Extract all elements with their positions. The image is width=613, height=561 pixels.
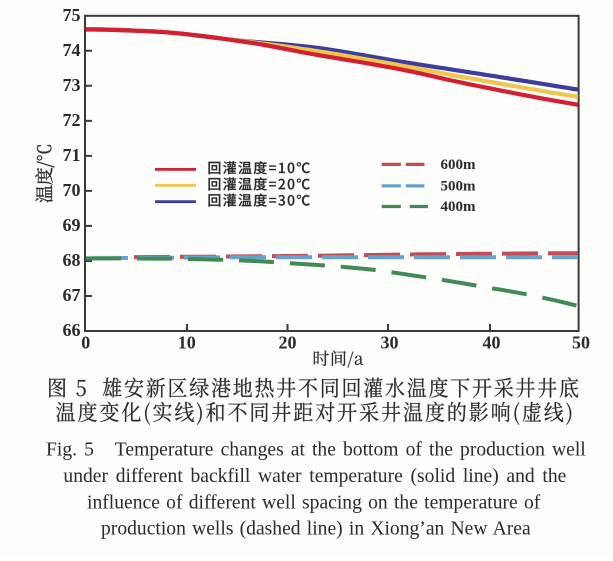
svg-text:influence of different well sp: influence of different well spacing on t… bbox=[87, 492, 541, 513]
svg-text:40: 40 bbox=[483, 333, 501, 353]
svg-text:68: 68 bbox=[63, 250, 81, 270]
svg-text:50: 50 bbox=[572, 333, 590, 353]
svg-text:production wells (dashed line): production wells (dashed line) in Xiong’… bbox=[101, 519, 531, 540]
svg-text:600m: 600m bbox=[441, 157, 477, 173]
svg-text:75: 75 bbox=[63, 5, 81, 25]
svg-text:10: 10 bbox=[178, 333, 196, 353]
svg-text:70: 70 bbox=[63, 180, 81, 200]
svg-text:69: 69 bbox=[63, 215, 81, 235]
svg-text:under different backfill water: under different backfill water temperatu… bbox=[63, 466, 566, 487]
svg-text:30: 30 bbox=[381, 333, 399, 353]
svg-text:71: 71 bbox=[63, 145, 81, 165]
svg-text:20: 20 bbox=[279, 333, 297, 353]
svg-text:Fig. 5 Temperature changes a: Fig. 5 Temperature changes at the bottom… bbox=[46, 440, 586, 461]
svg-text:400m: 400m bbox=[441, 199, 477, 215]
svg-text:500m: 500m bbox=[441, 178, 477, 194]
svg-text:72: 72 bbox=[63, 110, 81, 130]
svg-text:73: 73 bbox=[63, 75, 81, 95]
svg-text:74: 74 bbox=[63, 40, 81, 60]
svg-text:66: 66 bbox=[63, 320, 81, 340]
svg-text:67: 67 bbox=[63, 285, 81, 305]
svg-text:0: 0 bbox=[81, 333, 90, 353]
